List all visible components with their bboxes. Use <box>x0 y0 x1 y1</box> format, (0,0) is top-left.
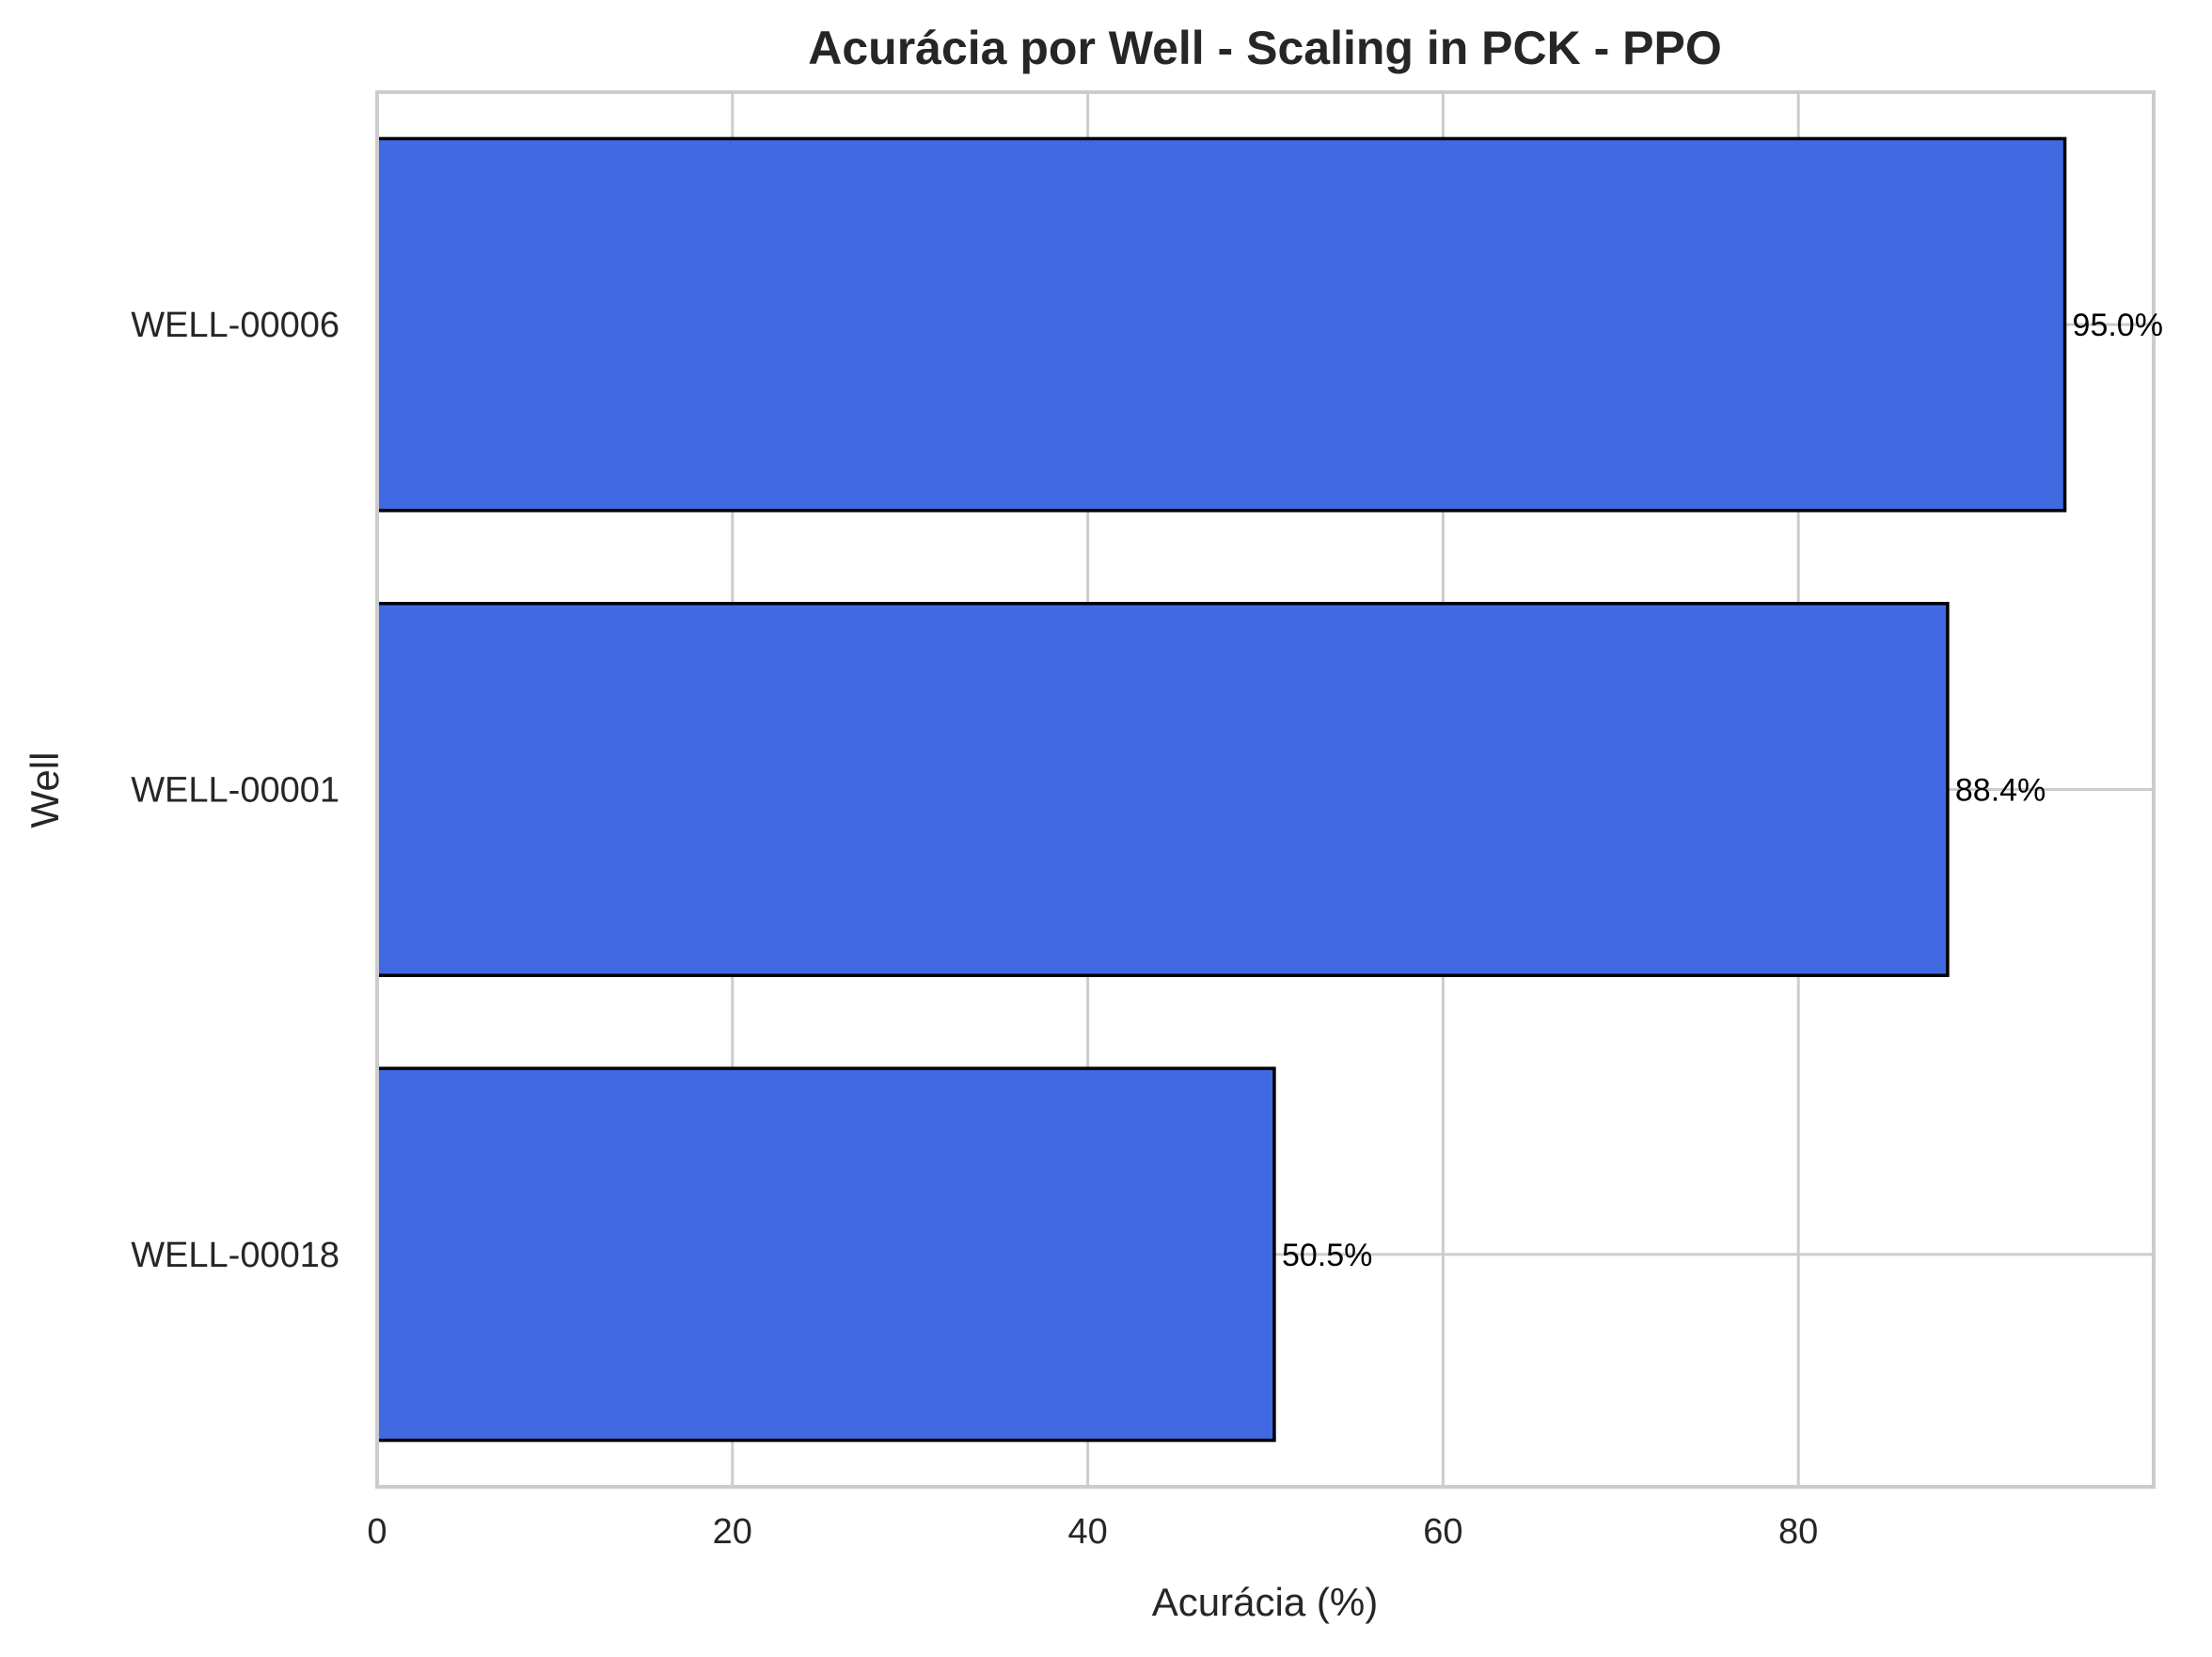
x-tick-label: 20 <box>713 1512 752 1552</box>
y-tick-labels: WELL-00006 WELL-00001 WELL-00018 <box>131 306 340 1275</box>
bar <box>375 1066 1276 1443</box>
x-tick-labels: 0 20 40 60 80 <box>367 1512 1818 1552</box>
y-tick-label: WELL-00006 <box>131 306 340 345</box>
x-tick-label: 40 <box>1067 1512 1107 1552</box>
chart-title: Acurácia por Well - Scaling in PCK - PPO <box>808 22 1722 74</box>
bar <box>375 602 1950 977</box>
x-tick-label: 80 <box>1778 1512 1818 1552</box>
x-tick-label: 0 <box>367 1512 387 1552</box>
bar <box>375 136 2067 513</box>
bar-value-label: 88.4% <box>1955 773 2046 809</box>
data-labels: 95.0% 88.4% 50.5% <box>1282 308 2163 1273</box>
bar-value-label: 50.5% <box>1282 1238 1372 1273</box>
x-axis-label: Acurácia (%) <box>1152 1580 1378 1624</box>
x-tick-label: 60 <box>1423 1512 1462 1552</box>
y-axis-label: Well <box>23 752 67 828</box>
y-tick-label: WELL-00018 <box>131 1236 340 1275</box>
bar-value-label: 95.0% <box>2073 308 2163 343</box>
y-tick-label: WELL-00001 <box>131 771 340 811</box>
axes-frame <box>375 90 2156 1489</box>
